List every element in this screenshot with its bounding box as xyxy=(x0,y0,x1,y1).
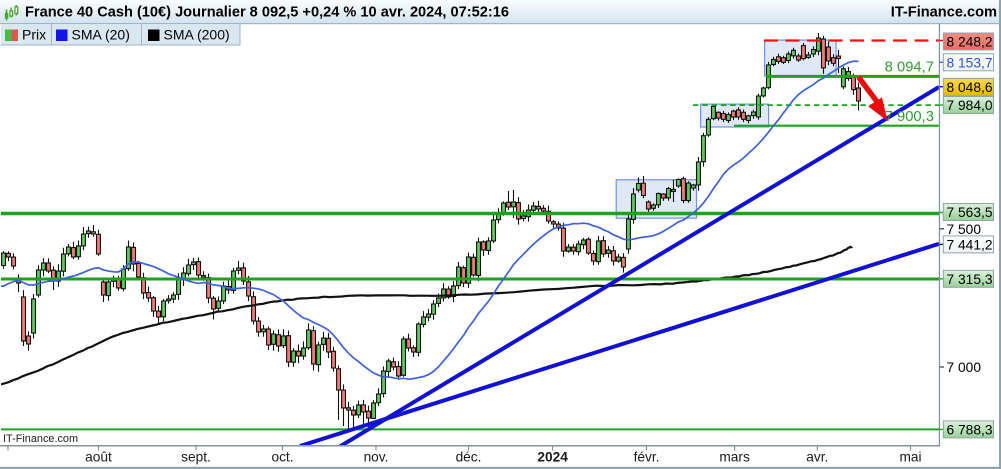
svg-text:mai: mai xyxy=(899,450,921,465)
svg-text:déc.: déc. xyxy=(456,450,482,465)
svg-text:7 000: 7 000 xyxy=(947,360,982,375)
svg-text:7 984,0: 7 984,0 xyxy=(947,98,993,113)
svg-text:France 40 Cash (10€) Journalie: France 40 Cash (10€) Journalier 8 092,5 … xyxy=(25,5,509,21)
svg-text:7 563,5: 7 563,5 xyxy=(947,205,993,220)
svg-text:8 153,7: 8 153,7 xyxy=(947,55,993,70)
svg-text:8 094,7: 8 094,7 xyxy=(885,60,934,76)
svg-text:avr.: avr. xyxy=(806,450,828,465)
svg-text:Prix: Prix xyxy=(22,27,46,43)
svg-text:7 900,3: 7 900,3 xyxy=(885,109,934,125)
svg-text:2024: 2024 xyxy=(537,450,568,465)
svg-text:août: août xyxy=(85,450,112,465)
svg-text:8 048,6: 8 048,6 xyxy=(947,80,993,95)
svg-text:oct.: oct. xyxy=(271,450,293,465)
svg-text:nov.: nov. xyxy=(364,450,389,465)
svg-text:8 248,2: 8 248,2 xyxy=(947,35,993,50)
svg-text:SMA (200): SMA (200) xyxy=(164,27,230,43)
svg-text:IT-Finance.com: IT-Finance.com xyxy=(891,5,997,21)
svg-text:7 500: 7 500 xyxy=(947,222,982,237)
svg-text:sept.: sept. xyxy=(181,450,211,465)
svg-text:6 788,3: 6 788,3 xyxy=(947,422,993,437)
svg-text:IT-Finance.com: IT-Finance.com xyxy=(3,433,78,445)
svg-text:7 315,3: 7 315,3 xyxy=(947,272,993,287)
svg-text:mars: mars xyxy=(719,450,750,465)
svg-text:SMA (20): SMA (20) xyxy=(72,27,130,43)
svg-text:févr.: févr. xyxy=(634,450,660,465)
svg-text:7 441,2: 7 441,2 xyxy=(947,237,993,252)
